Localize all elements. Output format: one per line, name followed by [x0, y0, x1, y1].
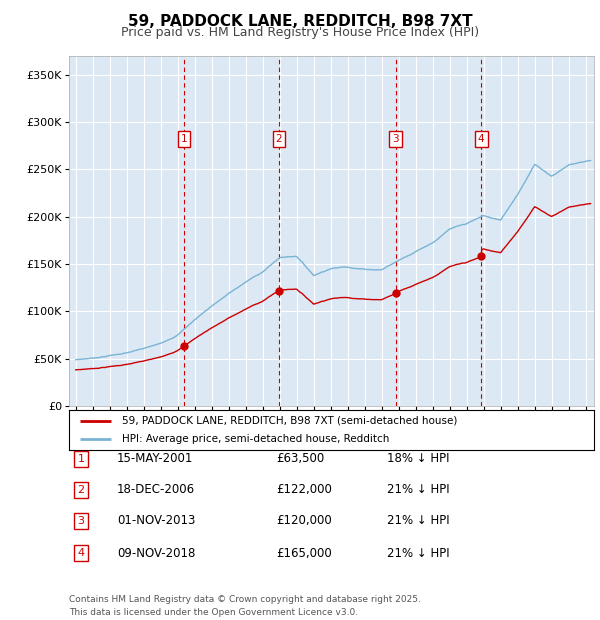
Text: 4: 4 [77, 548, 85, 558]
Text: 4: 4 [478, 134, 484, 144]
Text: 21% ↓ HPI: 21% ↓ HPI [387, 515, 449, 527]
Text: 59, PADDOCK LANE, REDDITCH, B98 7XT (semi-detached house): 59, PADDOCK LANE, REDDITCH, B98 7XT (sem… [121, 416, 457, 426]
Text: 59, PADDOCK LANE, REDDITCH, B98 7XT: 59, PADDOCK LANE, REDDITCH, B98 7XT [128, 14, 472, 29]
Text: 1: 1 [181, 134, 187, 144]
Text: £120,000: £120,000 [276, 515, 332, 527]
Text: 3: 3 [392, 134, 399, 144]
Text: £122,000: £122,000 [276, 484, 332, 496]
Text: 09-NOV-2018: 09-NOV-2018 [117, 547, 196, 559]
Text: 3: 3 [77, 516, 85, 526]
Text: 21% ↓ HPI: 21% ↓ HPI [387, 484, 449, 496]
Text: 18-DEC-2006: 18-DEC-2006 [117, 484, 195, 496]
Text: HPI: Average price, semi-detached house, Redditch: HPI: Average price, semi-detached house,… [121, 434, 389, 444]
Text: 21% ↓ HPI: 21% ↓ HPI [387, 547, 449, 559]
Text: 2: 2 [77, 485, 85, 495]
Text: 1: 1 [77, 454, 85, 464]
Text: 18% ↓ HPI: 18% ↓ HPI [387, 453, 449, 465]
Text: Price paid vs. HM Land Registry's House Price Index (HPI): Price paid vs. HM Land Registry's House … [121, 26, 479, 39]
Text: 2: 2 [275, 134, 283, 144]
Text: 15-MAY-2001: 15-MAY-2001 [117, 453, 193, 465]
Text: £165,000: £165,000 [276, 547, 332, 559]
Text: 01-NOV-2013: 01-NOV-2013 [117, 515, 196, 527]
Text: Contains HM Land Registry data © Crown copyright and database right 2025.
This d: Contains HM Land Registry data © Crown c… [69, 595, 421, 617]
Text: £63,500: £63,500 [276, 453, 324, 465]
